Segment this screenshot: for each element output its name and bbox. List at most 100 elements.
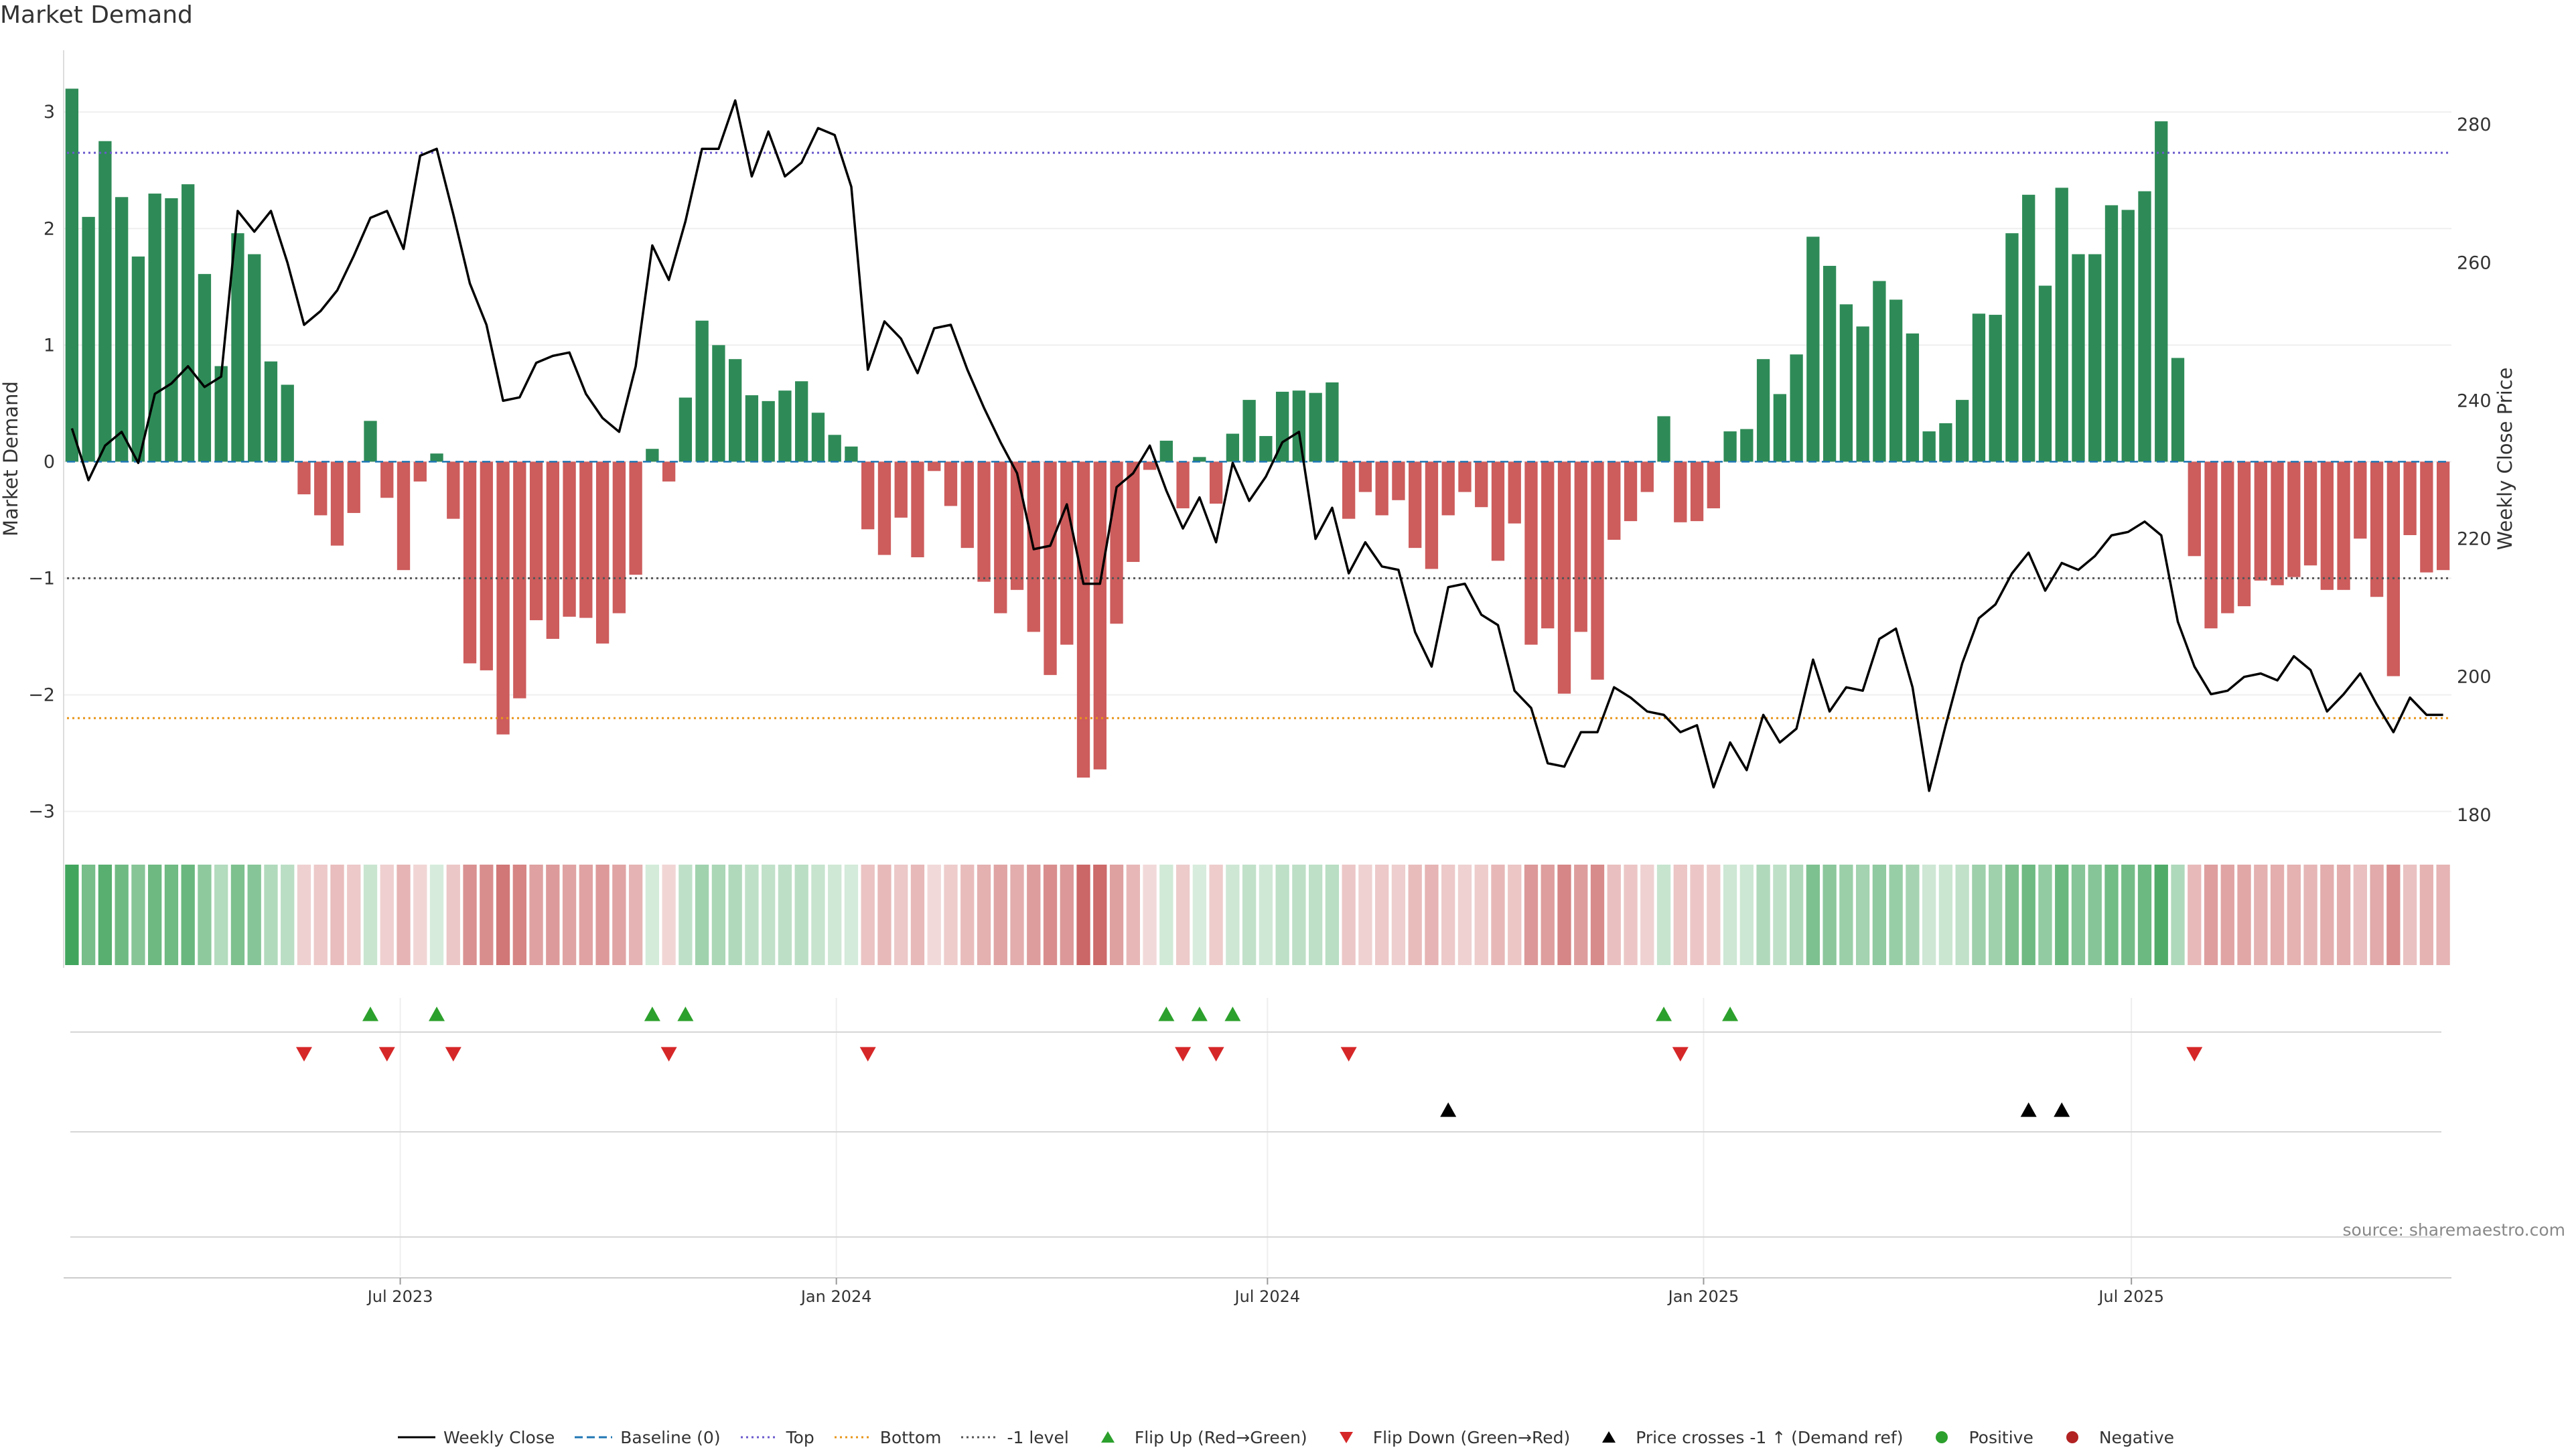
- demand-bar: [1409, 461, 1422, 549]
- flip-up-marker: [1656, 1007, 1672, 1021]
- demand-bar: [1956, 400, 1969, 462]
- demand-bar: [612, 461, 626, 613]
- heat-strip-cell: [2237, 865, 2251, 965]
- heat-strip-cell: [711, 865, 726, 965]
- heat-strip-cell: [1508, 865, 1522, 965]
- legend-label: Baseline (0): [620, 1427, 721, 1447]
- demand-bar: [1392, 461, 1405, 500]
- legend-item: Flip Down (Green→Red): [1328, 1428, 1570, 1447]
- chart-legend: Weekly Close Baseline (0) Top Bottom -1 leve…: [0, 1418, 2572, 1456]
- demand-bar: [1159, 441, 1173, 462]
- demand-bar: [1226, 433, 1240, 462]
- demand-bar: [1740, 429, 1754, 462]
- heat-strip-cell: [281, 865, 295, 965]
- demand-bar: [2254, 461, 2267, 581]
- legend-item: Baseline (0): [575, 1427, 721, 1447]
- demand-bar: [82, 216, 95, 462]
- heat-strip-cell: [778, 865, 792, 965]
- heat-strip-cell: [463, 865, 477, 965]
- demand-bar: [1939, 423, 1952, 462]
- heat-strip-cell: [397, 865, 411, 965]
- demand-bar: [1574, 461, 1587, 632]
- demand-bar: [1375, 461, 1388, 516]
- heat-strip-cell: [297, 865, 311, 965]
- heat-strip-cell: [1242, 865, 1257, 965]
- y2-tick-label: 200: [2457, 667, 2492, 688]
- heat-strip-cell: [2353, 865, 2367, 965]
- demand-bar: [1640, 461, 1654, 492]
- demand-bar: [695, 320, 709, 462]
- legend-symbol: [1936, 1431, 1948, 1443]
- demand-bar: [1309, 392, 1322, 462]
- heat-strip-cell: [198, 865, 212, 965]
- demand-bar: [1242, 400, 1256, 462]
- heat-strip-cell: [2303, 865, 2317, 965]
- demand-bar: [546, 461, 559, 639]
- heat-strip-cell: [1624, 865, 1638, 965]
- y-tick-label: 3: [44, 102, 55, 123]
- demand-bar: [1127, 461, 1140, 563]
- heat-strip-cell: [1524, 865, 1539, 965]
- heat-strip-cell: [446, 865, 460, 965]
- heat-strip-cell: [1607, 865, 1621, 965]
- demand-bar: [1756, 359, 1770, 462]
- heat-strip-cell: [1010, 865, 1024, 965]
- flip-up-marker: [1191, 1007, 1208, 1021]
- demand-bar: [2104, 205, 2119, 462]
- heat-strip-cell: [2188, 865, 2202, 965]
- price-cross-marker: [1440, 1102, 1457, 1117]
- heat-strip-cell: [1027, 865, 1041, 965]
- heat-strip-cell: [1093, 865, 1107, 965]
- demand-bar: [1624, 461, 1638, 522]
- heat-strip-cell: [115, 865, 129, 965]
- legend-label: Positive: [1969, 1427, 2033, 1447]
- flip-down-marker: [295, 1047, 312, 1062]
- legend-item: Bottom: [834, 1428, 941, 1447]
- demand-bar: [845, 446, 858, 462]
- flip-up-marker: [1722, 1007, 1739, 1021]
- demand-bar: [2386, 461, 2401, 676]
- flip-up-marker: [1158, 1007, 1175, 1021]
- heat-strip-cell: [1259, 865, 1273, 965]
- heat-strip-cell: [1673, 865, 1687, 965]
- y-axis-title: Market Demand: [0, 381, 22, 536]
- demand-bar: [1773, 394, 1786, 462]
- market-demand-chart: 3 2 1 0 −1 −2 −3 280 260 240 220 200 180 Market Deman…: [0, 50, 2516, 1306]
- heat-strip-cell: [1922, 865, 1936, 965]
- y-tick-label: 0: [44, 451, 55, 472]
- demand-bar: [2171, 358, 2185, 462]
- demand-bar: [2155, 121, 2168, 462]
- heat-strip-cell: [1076, 865, 1090, 965]
- demand-bar: [2337, 461, 2350, 590]
- heat-strip-cell: [927, 865, 941, 965]
- heat-strip-cell: [662, 865, 676, 965]
- demand-bar: [1591, 461, 1604, 680]
- legend-item: Top: [740, 1428, 814, 1447]
- legend-symbol: [1602, 1431, 1616, 1443]
- demand-bar: [1475, 461, 1488, 508]
- heat-strip-cell: [2270, 865, 2285, 965]
- demand-bar: [463, 461, 477, 664]
- demand-bar: [380, 461, 394, 498]
- demand-bar: [2204, 461, 2218, 629]
- heat-strip-cell: [2088, 865, 2102, 965]
- demand-bar: [1508, 461, 1521, 524]
- demand-bar: [297, 461, 311, 495]
- price-cross-marker: [2020, 1102, 2037, 1117]
- demand-bar: [762, 401, 775, 462]
- heat-strip-cell: [695, 865, 709, 965]
- demand-bar: [1541, 461, 1555, 629]
- demand-bar: [2287, 461, 2301, 577]
- legend-label: Negative: [2098, 1427, 2175, 1447]
- legend-symbol: [2066, 1431, 2078, 1443]
- legend-symbol: [961, 1436, 999, 1439]
- demand-bar: [2354, 461, 2367, 539]
- demand-bar: [944, 461, 958, 506]
- demand-bar: [1491, 461, 1505, 561]
- demand-bar: [1723, 431, 1737, 462]
- heat-strip-cell: [628, 865, 643, 965]
- heat-strip-cell: [1308, 865, 1323, 965]
- demand-bar: [1839, 304, 1853, 462]
- heat-strip-cell: [595, 865, 610, 965]
- heat-strip-cell: [1574, 865, 1588, 965]
